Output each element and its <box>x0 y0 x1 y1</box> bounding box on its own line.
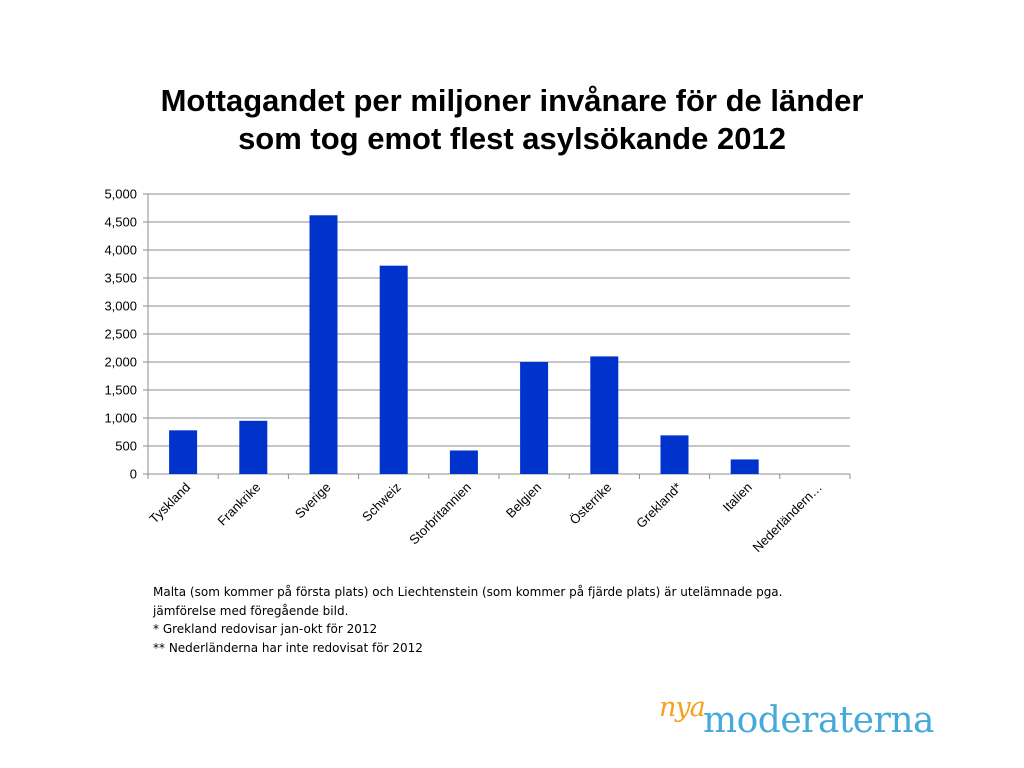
y-tick-label: 4,500 <box>104 215 137 230</box>
y-tick-label: 2,500 <box>104 327 137 342</box>
footnotes: Malta (som kommer på första plats) och L… <box>153 583 853 657</box>
footnote-2: jämförelse med föregående bild. <box>153 603 349 618</box>
x-tick-label: Frankrike <box>214 480 263 529</box>
chart-title-line-2: som tog emot flest asylsökande 2012 <box>238 121 786 156</box>
x-tick-label: Österrike <box>567 480 615 528</box>
footnote-4: ** Nederländerna har inte redovisat för … <box>153 640 423 655</box>
chart-title-line-1: Mottagandet per miljoner invånare för de… <box>160 83 864 118</box>
x-tick-label: Belgien <box>503 480 544 521</box>
x-tick-label: Grekland* <box>633 480 684 531</box>
bar <box>379 265 408 474</box>
x-tick-label: Schweiz <box>359 480 404 525</box>
bar <box>309 215 338 474</box>
logo-name: moderaterna <box>703 700 934 741</box>
footnote-3: * Grekland redovisar jan-okt för 2012 <box>153 622 378 636</box>
x-tick-label: Storbritannien <box>406 480 474 548</box>
footnote-1: Malta (som kommer på första plats) och L… <box>153 585 783 599</box>
y-tick-label: 500 <box>115 439 137 454</box>
y-tick-label: 0 <box>130 467 137 482</box>
y-tick-label: 2,000 <box>104 355 137 370</box>
x-tick-label: Nederländern… <box>750 480 826 556</box>
bar <box>730 459 759 474</box>
bar <box>520 362 549 474</box>
y-tick-label: 3,500 <box>104 271 137 286</box>
y-tick-label: 1,500 <box>104 383 137 398</box>
x-tick-label: Sverige <box>292 480 334 522</box>
bar <box>590 356 619 474</box>
x-tick-label: Italien <box>720 480 755 515</box>
bar <box>239 420 268 474</box>
x-tick-label: Tyskland <box>146 480 193 527</box>
y-tick-label: 5,000 <box>104 187 137 202</box>
bar <box>449 450 478 474</box>
bar <box>169 430 198 474</box>
bar <box>660 435 689 474</box>
y-tick-label: 3,000 <box>104 299 137 314</box>
logo-prefix: nya <box>659 692 706 723</box>
bar-chart: 0 500 1,000 1,500 2,000 2,500 3,000 3,500 4,000 4… <box>104 187 851 556</box>
nya-moderaterna-logo: nya moderaterna <box>655 692 1000 752</box>
chart-title: Mottagandet per miljoner invånare för de… <box>100 82 924 158</box>
y-tick-label: 4,000 <box>104 243 137 258</box>
y-tick-label: 1,000 <box>104 411 137 426</box>
